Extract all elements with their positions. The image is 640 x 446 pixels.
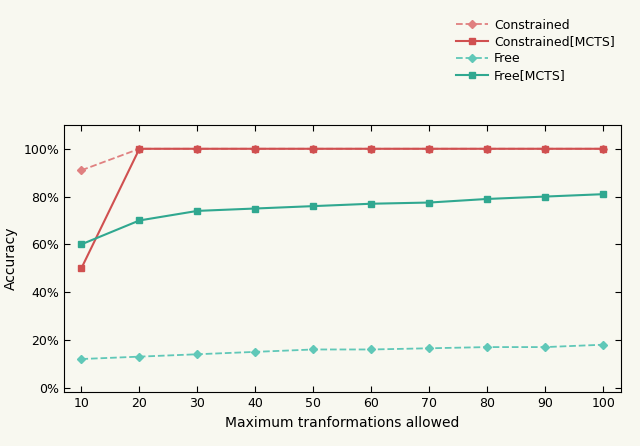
- X-axis label: Maximum tranformations allowed: Maximum tranformations allowed: [225, 416, 460, 430]
- Line: Constrained: Constrained: [79, 146, 606, 173]
- Constrained[MCTS]: [193, 146, 201, 152]
- Free: [77, 356, 85, 362]
- Legend: Constrained, Constrained[MCTS], Free, Free[MCTS]: Constrained, Constrained[MCTS], Free, Fr…: [456, 19, 614, 82]
- Constrained[MCTS]: [484, 146, 492, 152]
- Free[MCTS]: [600, 191, 607, 197]
- Constrained[MCTS]: [367, 146, 375, 152]
- Free: [252, 349, 259, 355]
- Constrained: [252, 146, 259, 152]
- Constrained[MCTS]: [136, 146, 143, 152]
- Line: Free: Free: [79, 342, 606, 362]
- Free[MCTS]: [484, 196, 492, 202]
- Free[MCTS]: [77, 242, 85, 247]
- Constrained[MCTS]: [310, 146, 317, 152]
- Constrained[MCTS]: [252, 146, 259, 152]
- Constrained: [367, 146, 375, 152]
- Free[MCTS]: [310, 203, 317, 209]
- Constrained: [484, 146, 492, 152]
- Constrained: [136, 146, 143, 152]
- Constrained[MCTS]: [541, 146, 549, 152]
- Y-axis label: Accuracy: Accuracy: [4, 227, 18, 290]
- Free: [310, 347, 317, 352]
- Constrained: [77, 168, 85, 173]
- Line: Constrained[MCTS]: Constrained[MCTS]: [79, 146, 606, 271]
- Constrained: [193, 146, 201, 152]
- Constrained: [310, 146, 317, 152]
- Line: Free[MCTS]: Free[MCTS]: [79, 191, 606, 247]
- Free[MCTS]: [426, 200, 433, 205]
- Free[MCTS]: [193, 208, 201, 214]
- Free[MCTS]: [252, 206, 259, 211]
- Free[MCTS]: [367, 201, 375, 206]
- Free[MCTS]: [541, 194, 549, 199]
- Constrained[MCTS]: [600, 146, 607, 152]
- Free: [367, 347, 375, 352]
- Free: [484, 344, 492, 350]
- Free: [193, 351, 201, 357]
- Free: [136, 354, 143, 359]
- Free: [600, 342, 607, 347]
- Free: [541, 344, 549, 350]
- Constrained: [541, 146, 549, 152]
- Constrained: [426, 146, 433, 152]
- Free[MCTS]: [136, 218, 143, 223]
- Constrained: [600, 146, 607, 152]
- Constrained[MCTS]: [426, 146, 433, 152]
- Constrained[MCTS]: [77, 265, 85, 271]
- Free: [426, 346, 433, 351]
